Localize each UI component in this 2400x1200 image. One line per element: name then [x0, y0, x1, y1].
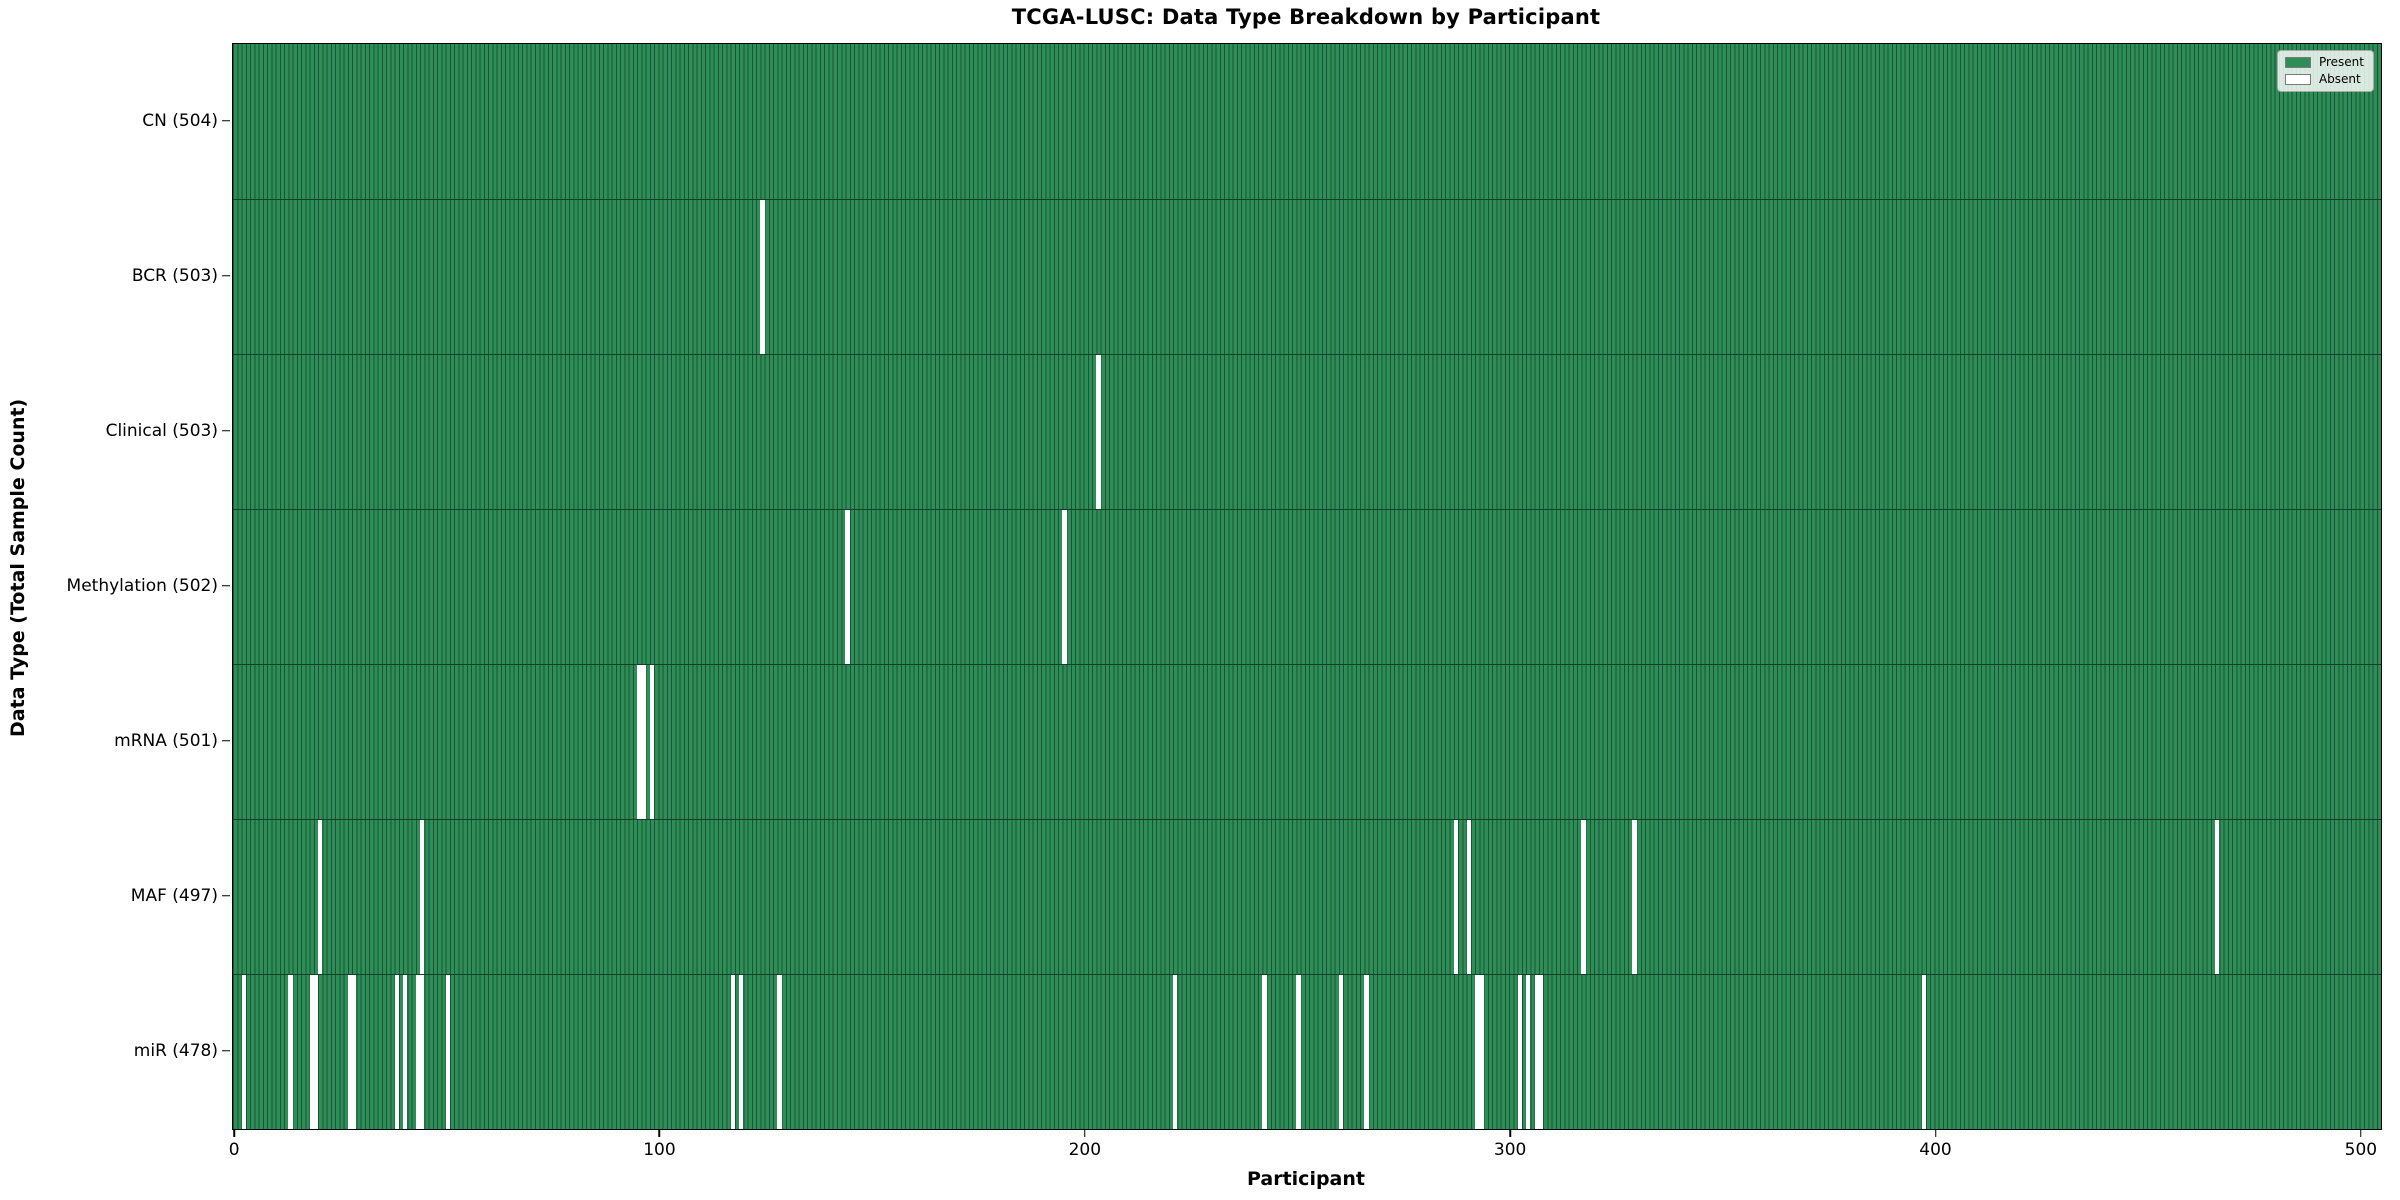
- absent-gap: [1538, 975, 1544, 1129]
- absent-gap: [318, 820, 323, 974]
- x-axis-label: Participant: [1246, 1168, 1365, 1190]
- absent-gap: [1479, 975, 1484, 1129]
- x-tick-label: 200: [1068, 1140, 1102, 1160]
- absent-gap: [1466, 820, 1471, 974]
- y-tick-label: MAF (497): [130, 885, 218, 906]
- absent-gap: [394, 975, 399, 1129]
- heatmap-row-methylation: [233, 509, 2381, 664]
- y-tick-label: CN (504): [142, 110, 218, 131]
- x-tick-mark: [2360, 1129, 2362, 1137]
- y-tick-label: Methylation (502): [66, 575, 218, 596]
- absent-gap: [445, 975, 450, 1129]
- y-tick-label: Clinical (503): [105, 420, 218, 441]
- chart-title: TCGA-LUSC: Data Type Breakdown by Partic…: [1011, 5, 1601, 29]
- absent-gap: [739, 975, 744, 1129]
- heatmap-row-bcr: [233, 199, 2381, 354]
- x-tick-mark: [1934, 1129, 1937, 1137]
- y-tick-mark: [222, 584, 230, 587]
- y-tick-mark: [222, 739, 230, 742]
- absent-gap: [1534, 975, 1539, 1129]
- y-tick-label: mRNA (501): [114, 730, 218, 751]
- heatmap-row-cn: [233, 44, 2381, 199]
- absent-gap: [288, 975, 293, 1129]
- absent-gap: [1173, 975, 1178, 1129]
- absent-gap: [641, 665, 646, 819]
- x-axis-ticks: 0 100 200 300 400 500: [228, 1129, 2380, 1169]
- legend-item-absent: Absent: [2284, 72, 2364, 86]
- absent-gap: [1632, 820, 1637, 974]
- plot-area: Present Absent: [232, 43, 2382, 1130]
- x-tick-mark: [1084, 1129, 1086, 1137]
- legend-label: Present: [2318, 55, 2364, 69]
- absent-gap: [415, 975, 421, 1129]
- x-tick-label: 100: [643, 1140, 676, 1160]
- x-tick-label: 0: [228, 1140, 240, 1160]
- legend-label: Absent: [2318, 72, 2361, 86]
- absent-gap: [1296, 975, 1301, 1129]
- y-tick-label: miR (478): [133, 1040, 218, 1061]
- y-tick-mark: [222, 429, 230, 432]
- absent-gap: [1096, 355, 1101, 509]
- absent-gap: [2215, 820, 2220, 974]
- absent-gap: [403, 975, 408, 1129]
- absent-gap: [637, 665, 642, 819]
- absent-gap: [1262, 975, 1267, 1129]
- absent-gap: [352, 975, 357, 1129]
- legend-item-present: Present: [2284, 55, 2364, 69]
- y-axis-ticks: CN (504) BCR (503) Clinical (503) Methylati…: [0, 43, 232, 1128]
- absent-gap: [1517, 975, 1522, 1129]
- absent-gap: [347, 975, 353, 1129]
- absent-gap: [730, 975, 735, 1129]
- absent-gap: [420, 975, 425, 1129]
- absent-gap: [1364, 975, 1369, 1129]
- x-tick-mark: [1509, 1129, 1511, 1137]
- absent-gap: [777, 975, 782, 1129]
- x-tick-label: 500: [2344, 1140, 2378, 1160]
- legend-swatch-absent: [2284, 74, 2311, 85]
- x-tick-mark: [658, 1129, 661, 1137]
- y-tick-mark: [222, 119, 230, 122]
- absent-gap: [241, 975, 246, 1129]
- absent-gap: [1581, 820, 1586, 974]
- absent-gap: [1062, 510, 1067, 664]
- absent-gap: [649, 665, 655, 819]
- x-tick-label: 300: [1493, 1140, 1527, 1160]
- heatmap-rows: [233, 44, 2381, 1129]
- y-tick-mark: [222, 274, 230, 277]
- x-tick-mark: [233, 1129, 235, 1137]
- y-tick-mark: [222, 894, 230, 897]
- absent-gap: [1338, 975, 1344, 1129]
- absent-gap: [1453, 820, 1458, 974]
- absent-gap: [760, 200, 765, 354]
- absent-gap: [845, 510, 850, 664]
- heatmap-row-maf: [233, 819, 2381, 974]
- heatmap-row-mir: [233, 974, 2381, 1129]
- absent-gap: [313, 975, 319, 1129]
- absent-gap: [420, 820, 425, 974]
- x-tick-label: 400: [1919, 1140, 1952, 1160]
- heatmap-row-clinical: [233, 354, 2381, 509]
- heatmap-row-mrna: [233, 664, 2381, 819]
- absent-gap: [1475, 975, 1480, 1129]
- absent-gap: [309, 975, 314, 1129]
- y-tick-mark: [222, 1049, 230, 1052]
- y-tick-label: BCR (503): [131, 265, 218, 286]
- absent-gap: [1921, 975, 1926, 1129]
- absent-gap: [1526, 975, 1531, 1129]
- legend: Present Absent: [2276, 50, 2374, 92]
- legend-swatch-present: [2284, 57, 2311, 68]
